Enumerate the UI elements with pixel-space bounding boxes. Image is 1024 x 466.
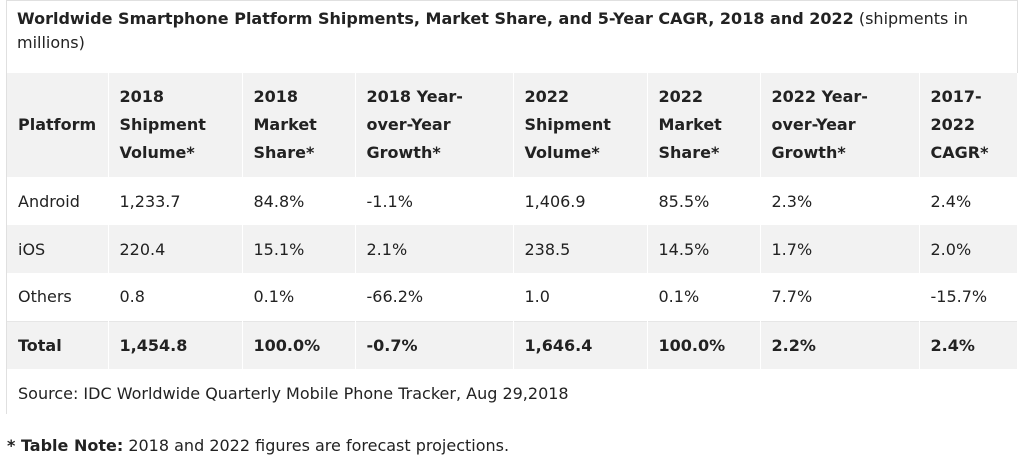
- column-header: 2018 Year-over-Year Growth*: [355, 73, 514, 177]
- header-row: Platform 2018 Shipment Volume* 2018 Market Sha…: [7, 73, 1018, 177]
- column-header: 2017- 2022 CAGR*: [919, 73, 1018, 177]
- table-row: Others 0.8 0.1% -66.2% 1.0 0.1% 7.7% -15.7%: [7, 273, 1018, 321]
- column-header-line: 2018 Year-: [366, 87, 463, 106]
- total-cell: 2.4%: [919, 320, 1018, 369]
- total-cell: 2.2%: [760, 320, 920, 369]
- column-header-line: Platform: [18, 115, 97, 134]
- column-header-line: 2018: [253, 87, 299, 106]
- table-title-suffix: (shipments in millions): [17, 9, 969, 52]
- column-header-line: Growth*: [771, 143, 846, 162]
- column-header-line: Volume*: [524, 143, 600, 162]
- table-cell: 2.1%: [355, 225, 514, 273]
- column-header-line: CAGR*: [930, 143, 989, 162]
- table-cell: 84.8%: [242, 177, 356, 225]
- column-header-line: Shipment: [524, 115, 611, 134]
- total-row: Total 1,454.8 100.0% -0.7% 1,646.4 100.0% 2.2%…: [7, 320, 1018, 369]
- table-note-text: 2018 and 2022 figures are forecast proje…: [123, 436, 510, 455]
- table-title: Worldwide Smartphone Platform Shipments,…: [17, 9, 854, 28]
- table-note: * Table Note: 2018 and 2022 figures are …: [7, 434, 509, 458]
- column-header-line: over-Year: [771, 115, 856, 134]
- total-cell: 1,454.8: [108, 320, 243, 369]
- table-cell: 0.1%: [647, 273, 761, 321]
- total-cell: 100.0%: [242, 320, 356, 369]
- table-cell: 7.7%: [760, 273, 920, 321]
- table-cell: Android: [7, 177, 109, 225]
- column-header: 2018 Market Share*: [242, 73, 356, 177]
- table-row: iOS 220.4 15.1% 2.1% 238.5 14.5% 1.7% 2.0%: [7, 225, 1018, 273]
- table-note-lead: * Table Note:: [7, 436, 124, 455]
- column-header: 2022 Market Share*: [647, 73, 761, 177]
- table-cell: -1.1%: [355, 177, 514, 225]
- column-header-line: 2022: [930, 115, 976, 134]
- column-header-line: 2017-: [930, 87, 982, 106]
- table-cell: Others: [7, 273, 109, 321]
- column-header-line: 2022: [658, 87, 704, 106]
- table-cell: 1.7%: [760, 225, 920, 273]
- column-header-line: Share*: [658, 143, 720, 162]
- table-body: Android 1,233.7 84.8% -1.1% 1,406.9 85.5% 2.3%…: [7, 177, 1018, 417]
- column-header-line: Market: [253, 115, 317, 134]
- table-row: Android 1,233.7 84.8% -1.1% 1,406.9 85.5% 2.3%…: [7, 177, 1018, 225]
- table-cell: 2.3%: [760, 177, 920, 225]
- table-cell: 1,233.7: [108, 177, 243, 225]
- source-text: Source: IDC Worldwide Quarterly Mobile P…: [7, 369, 1018, 417]
- table-cell: 85.5%: [647, 177, 761, 225]
- column-header-line: Shipment: [119, 115, 206, 134]
- table-cell: 1.0: [513, 273, 648, 321]
- column-header-line: Market: [658, 115, 722, 134]
- table-frame: Worldwide Smartphone Platform Shipments,…: [6, 0, 1018, 417]
- column-header-line: 2022: [524, 87, 570, 106]
- column-header-line: 2018: [119, 87, 165, 106]
- table-cell: 2.0%: [919, 225, 1018, 273]
- column-header: 2018 Shipment Volume*: [108, 73, 243, 177]
- column-header-line: Share*: [253, 143, 315, 162]
- table-cell: 1,406.9: [513, 177, 648, 225]
- table-cell: 238.5: [513, 225, 648, 273]
- table-cell: iOS: [7, 225, 109, 273]
- table-cell: 15.1%: [242, 225, 356, 273]
- column-header-line: 2022 Year-: [771, 87, 868, 106]
- table-cell: 220.4: [108, 225, 243, 273]
- total-cell: -0.7%: [355, 320, 514, 369]
- table-cell: 0.1%: [242, 273, 356, 321]
- table-cell: 2.4%: [919, 177, 1018, 225]
- table-cell: 0.8: [108, 273, 243, 321]
- table-caption: Worldwide Smartphone Platform Shipments,…: [17, 7, 977, 55]
- column-header: Platform: [7, 73, 109, 177]
- total-cell: 1,646.4: [513, 320, 648, 369]
- column-header: 2022 Year-over-Year Growth*: [760, 73, 920, 177]
- table-cell: -66.2%: [355, 273, 514, 321]
- table-cell: 14.5%: [647, 225, 761, 273]
- column-header-line: Volume*: [119, 143, 195, 162]
- column-header-line: over-Year: [366, 115, 451, 134]
- total-cell: Total: [7, 320, 109, 369]
- column-header-line: Growth*: [366, 143, 441, 162]
- source-row: Source: IDC Worldwide Quarterly Mobile P…: [7, 369, 1018, 417]
- table-cell: -15.7%: [919, 273, 1018, 321]
- column-header: 2022 Shipment Volume*: [513, 73, 648, 177]
- total-cell: 100.0%: [647, 320, 761, 369]
- shipments-table: Platform 2018 Shipment Volume* 2018 Market Sha…: [7, 73, 1018, 417]
